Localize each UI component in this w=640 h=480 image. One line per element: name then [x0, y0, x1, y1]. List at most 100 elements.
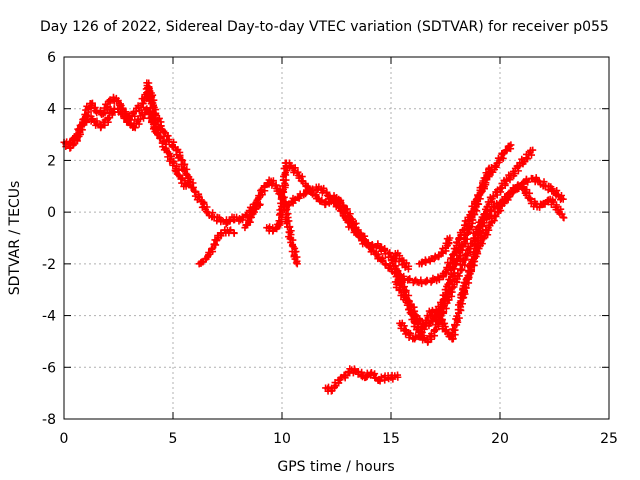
x-tick-label: 10 [273, 431, 291, 447]
data-point-marker [502, 146, 510, 154]
data-point-marker [131, 124, 139, 132]
data-point-marker [440, 295, 448, 303]
data-point-marker [475, 227, 483, 235]
data-point-marker [457, 231, 465, 239]
data-point-marker [466, 211, 474, 219]
data-point-marker [351, 366, 359, 374]
data-point-marker [327, 387, 335, 395]
data-point-marker [210, 240, 218, 248]
data-point-marker [524, 178, 532, 186]
data-point-marker [418, 280, 426, 288]
data-point-marker [510, 186, 518, 194]
series-track-l [457, 146, 537, 301]
data-point-marker [445, 264, 453, 272]
series-track-g [282, 141, 515, 288]
data-point-marker [176, 152, 184, 160]
data-point-marker [469, 207, 477, 215]
data-point-marker [273, 225, 281, 233]
data-point-marker [362, 373, 370, 381]
series-track-k [415, 234, 454, 268]
data-point-marker [137, 104, 145, 112]
series-track-j [391, 249, 413, 273]
data-point-marker [99, 109, 107, 117]
data-point-marker [424, 337, 432, 345]
data-point-marker [120, 114, 128, 122]
data-point-marker [436, 316, 444, 324]
data-point-marker [339, 202, 347, 210]
data-point-marker [414, 333, 422, 341]
chart-title: Day 126 of 2022, Sidereal Day-to-day VTE… [40, 19, 609, 35]
y-tick-label: -8 [42, 412, 56, 428]
data-point-marker [225, 217, 233, 225]
data-point-marker [499, 154, 507, 162]
axis-ticks: 0 5 10 15 20 25 -8 -6 -4 -2 0 2 4 6 [42, 50, 618, 447]
data-point-marker [104, 114, 112, 122]
data-point-marker [465, 228, 473, 236]
data-point-marker [437, 301, 445, 309]
data-point-marker [446, 234, 454, 242]
y-tick-label: 2 [47, 153, 56, 169]
data-point-marker [154, 131, 162, 139]
data-point-marker [388, 265, 396, 273]
data-point-marker [559, 213, 567, 221]
data-point-marker [559, 195, 567, 203]
y-tick-label: -4 [42, 309, 56, 325]
data-point-marker [182, 182, 190, 190]
data-point-marker [292, 259, 300, 267]
data-point-marker [278, 215, 286, 223]
data-point-marker [191, 187, 199, 195]
data-point-marker [279, 211, 287, 219]
data-point-marker [406, 309, 414, 317]
data-point-marker [242, 221, 250, 229]
data-point-marker [473, 246, 481, 254]
data-point-marker [336, 197, 344, 205]
data-point-marker [293, 260, 301, 268]
data-point-marker [489, 192, 497, 200]
data-point-marker [454, 271, 462, 279]
data-point-marker [484, 173, 492, 181]
data-point-marker [417, 276, 425, 284]
data-point-marker [507, 141, 515, 149]
data-point-marker [467, 240, 475, 248]
series-track-c [142, 79, 162, 139]
data-point-marker [524, 155, 532, 163]
data-point-marker [459, 226, 467, 234]
data-point-marker [402, 297, 410, 305]
data-point-marker [291, 255, 299, 263]
y-tick-label: -2 [42, 257, 56, 273]
data-point-marker [480, 185, 488, 193]
data-point-marker [108, 109, 116, 117]
data-point-marker [281, 169, 289, 177]
data-point-marker [467, 260, 475, 268]
plot-frame [63, 56, 610, 420]
data-point-marker [438, 249, 446, 257]
data-point-marker [97, 123, 105, 131]
data-point-marker [230, 229, 238, 237]
data-point-marker [322, 189, 330, 197]
data-point-marker [409, 312, 417, 320]
data-point-marker [195, 193, 203, 201]
data-point-marker [307, 188, 315, 196]
data-point-marker [558, 210, 566, 218]
data-point-marker [435, 276, 443, 284]
data-point-marker [484, 231, 492, 239]
data-point-marker [394, 371, 402, 379]
data-point-marker [447, 332, 455, 340]
data-point-marker [469, 255, 477, 263]
data-point-marker [143, 105, 151, 113]
x-tick-label: 5 [169, 431, 178, 447]
data-point-marker [283, 223, 291, 231]
data-point-marker [529, 146, 537, 154]
data-point-marker [531, 199, 539, 207]
data-point-marker [269, 227, 277, 235]
series-track-a [60, 84, 264, 228]
data-point-marker [173, 162, 181, 170]
data-point-marker [418, 260, 426, 268]
data-point-marker [505, 142, 513, 150]
data-point-marker [497, 184, 505, 192]
data-point-marker [260, 183, 268, 191]
x-tick-label: 20 [491, 431, 509, 447]
data-point-marker [139, 100, 147, 108]
data-point-marker [476, 186, 484, 194]
data-point-marker [289, 243, 297, 251]
